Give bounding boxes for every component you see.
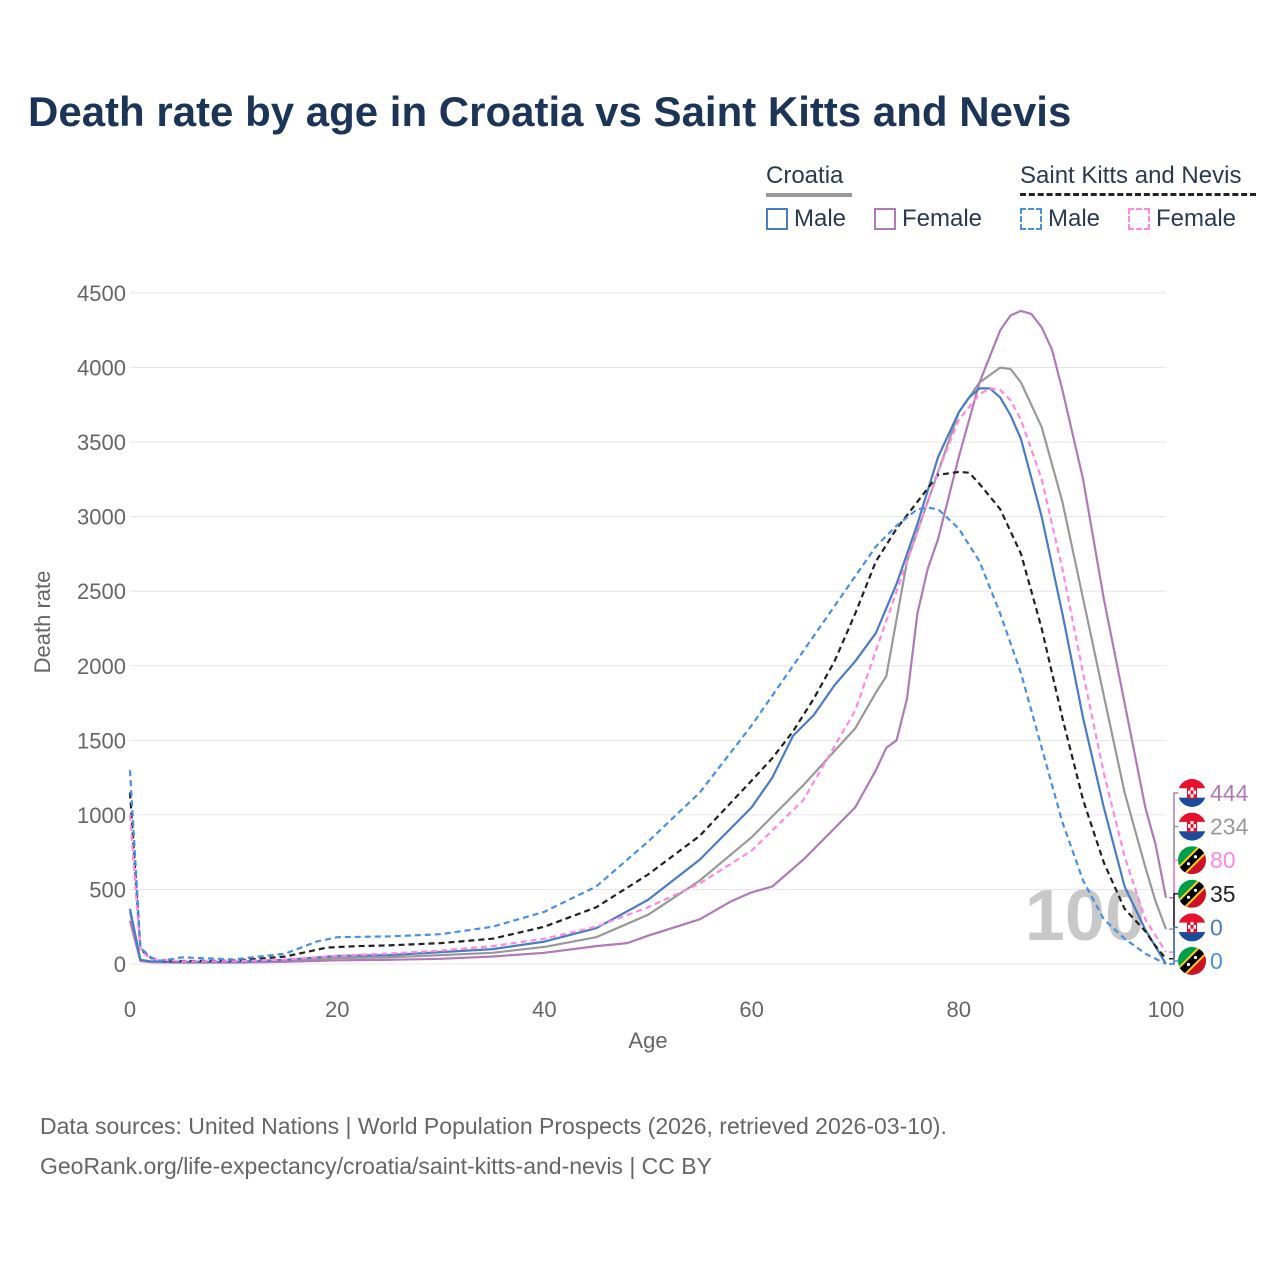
- series-line-croatia-total: [128, 366, 1168, 964]
- flag-band-red: [1178, 779, 1206, 789]
- end-label-value: 0: [1210, 914, 1223, 940]
- footer-sources: Data sources: United Nations | World Pop…: [40, 1113, 947, 1139]
- flag-check: [1187, 794, 1191, 798]
- y-axis-ticks: 0 500 1000 1500 2000 2500 3000 3500 4000 4500: [77, 281, 126, 977]
- flag-check: [1193, 787, 1197, 791]
- chart-title: Death rate by age in Croatia vs Saint Ki…: [28, 88, 1072, 135]
- end-label-value: 0: [1210, 948, 1223, 974]
- legend-label-skn-male: Male: [1048, 205, 1101, 232]
- grid-lines: [130, 292, 1166, 965]
- croatia-flag-icon: [1178, 779, 1206, 807]
- y-tick-label-4000: 4000: [77, 356, 126, 381]
- saint-kitts-and-nevis-flag-icon: [1178, 846, 1206, 875]
- y-tick-label-3500: 3500: [77, 430, 126, 455]
- x-axis-ticks: 0 20 40 60 80 100: [124, 997, 1184, 1022]
- flag-check: [1190, 824, 1194, 828]
- flag-check: [1187, 820, 1191, 825]
- y-tick-label-1500: 1500: [77, 728, 126, 753]
- footer: Data sources: United Nations | World Pop…: [40, 1106, 947, 1186]
- legend-swatch-skn-female: [1128, 208, 1150, 230]
- flag-check: [1187, 921, 1191, 925]
- flag-check: [1193, 820, 1197, 825]
- legend-group-croatia-underline: [766, 193, 852, 197]
- flag-star: [1186, 862, 1191, 866]
- end-connector-5: [1169, 960, 1178, 965]
- flag-star: [1186, 962, 1191, 967]
- legend-group-croatia: Croatia: [766, 162, 844, 189]
- legend-item-skn-male[interactable]: Male: [1020, 205, 1100, 233]
- croatia-flag-icon: [1178, 913, 1206, 942]
- y-tick-label-1000: 1000: [77, 803, 126, 828]
- x-tick-label-60: 60: [739, 997, 763, 1022]
- series-line-croatia-female: [128, 309, 1168, 964]
- x-tick-label-80: 80: [947, 997, 971, 1022]
- y-tick-label-2000: 2000: [77, 654, 126, 679]
- watermark-age: 100: [1025, 876, 1145, 956]
- flag-band-black: [1178, 879, 1206, 908]
- y-axis-label: Death rate: [30, 571, 55, 674]
- saint-kitts-and-nevis-flag-icon: [1178, 879, 1206, 908]
- series-line-saint-kitts-and-nevis-female: [128, 387, 1167, 963]
- series-line-saint-kitts-and-nevis-total: [128, 470, 1167, 963]
- end-labels: 444 234 80 35 0 0: [1169, 779, 1249, 975]
- croatia-flag-icon: [1178, 812, 1206, 841]
- flag-check: [1193, 928, 1197, 933]
- series-line-saint-kitts-and-nevis-male: [128, 506, 1167, 965]
- legend: Croatia Male Female Saint Kitts and Nevi…: [0, 160, 1280, 250]
- end-label-value: 444: [1210, 780, 1249, 806]
- legend-label-croatia-male: Male: [794, 205, 847, 232]
- flag-check: [1187, 787, 1191, 791]
- end-connector-3: [1169, 893, 1178, 960]
- flag-band-red: [1178, 913, 1206, 923]
- flag-check: [1193, 794, 1197, 798]
- flag-check: [1187, 827, 1191, 832]
- saint-kitts-and-nevis-flag-icon: [1178, 947, 1206, 975]
- flag-star: [1186, 895, 1191, 899]
- legend-swatch-skn-male: [1020, 208, 1042, 230]
- flag-band-red: [1178, 812, 1206, 822]
- x-axis-label: Age: [628, 1028, 667, 1053]
- flag-check: [1193, 921, 1197, 925]
- flag-check: [1187, 928, 1191, 933]
- y-tick-label-0: 0: [114, 952, 126, 977]
- y-tick-label-500: 500: [89, 877, 126, 902]
- flag-check: [1190, 790, 1194, 795]
- legend-item-croatia-male[interactable]: Male: [766, 205, 846, 233]
- end-label-value: 35: [1210, 881, 1236, 907]
- flag-star: [1193, 955, 1198, 960]
- legend-item-skn-female[interactable]: Female: [1128, 205, 1236, 233]
- flag-band-black: [1178, 947, 1206, 975]
- series-line-croatia-male: [128, 387, 1167, 965]
- end-label-value: 80: [1210, 847, 1236, 873]
- flag-star: [1193, 855, 1198, 859]
- x-tick-label-40: 40: [532, 997, 556, 1022]
- flag-check: [1193, 827, 1197, 832]
- legend-item-croatia-female[interactable]: Female: [874, 205, 982, 233]
- footer-link[interactable]: GeoRank.org/life-expectancy/croatia/sain…: [40, 1153, 712, 1179]
- x-tick-label-20: 20: [325, 997, 349, 1022]
- y-tick-label-2500: 2500: [77, 579, 126, 604]
- flag-band-blue: [1178, 797, 1206, 807]
- y-tick-label-4500: 4500: [77, 281, 126, 306]
- legend-swatch-croatia-female: [874, 208, 896, 230]
- flag-band-blue: [1178, 831, 1206, 841]
- y-tick-label-3000: 3000: [77, 505, 126, 530]
- flag-band-black: [1178, 846, 1206, 875]
- end-label-value: 234: [1210, 814, 1249, 840]
- legend-swatch-croatia-male: [766, 208, 788, 230]
- flag-check: [1190, 925, 1194, 929]
- legend-label-croatia-female: Female: [902, 205, 983, 232]
- flag-star: [1193, 888, 1198, 892]
- x-tick-label-0: 0: [124, 997, 136, 1022]
- legend-group-saint-kitts-and-nevis: Saint Kitts and Nevis: [1020, 162, 1242, 189]
- series-lines: [128, 309, 1168, 965]
- x-tick-label-100: 100: [1148, 997, 1185, 1022]
- legend-group-skn-underline: [1020, 193, 1256, 196]
- flag-band-blue: [1178, 932, 1206, 942]
- legend-label-skn-female: Female: [1156, 205, 1237, 232]
